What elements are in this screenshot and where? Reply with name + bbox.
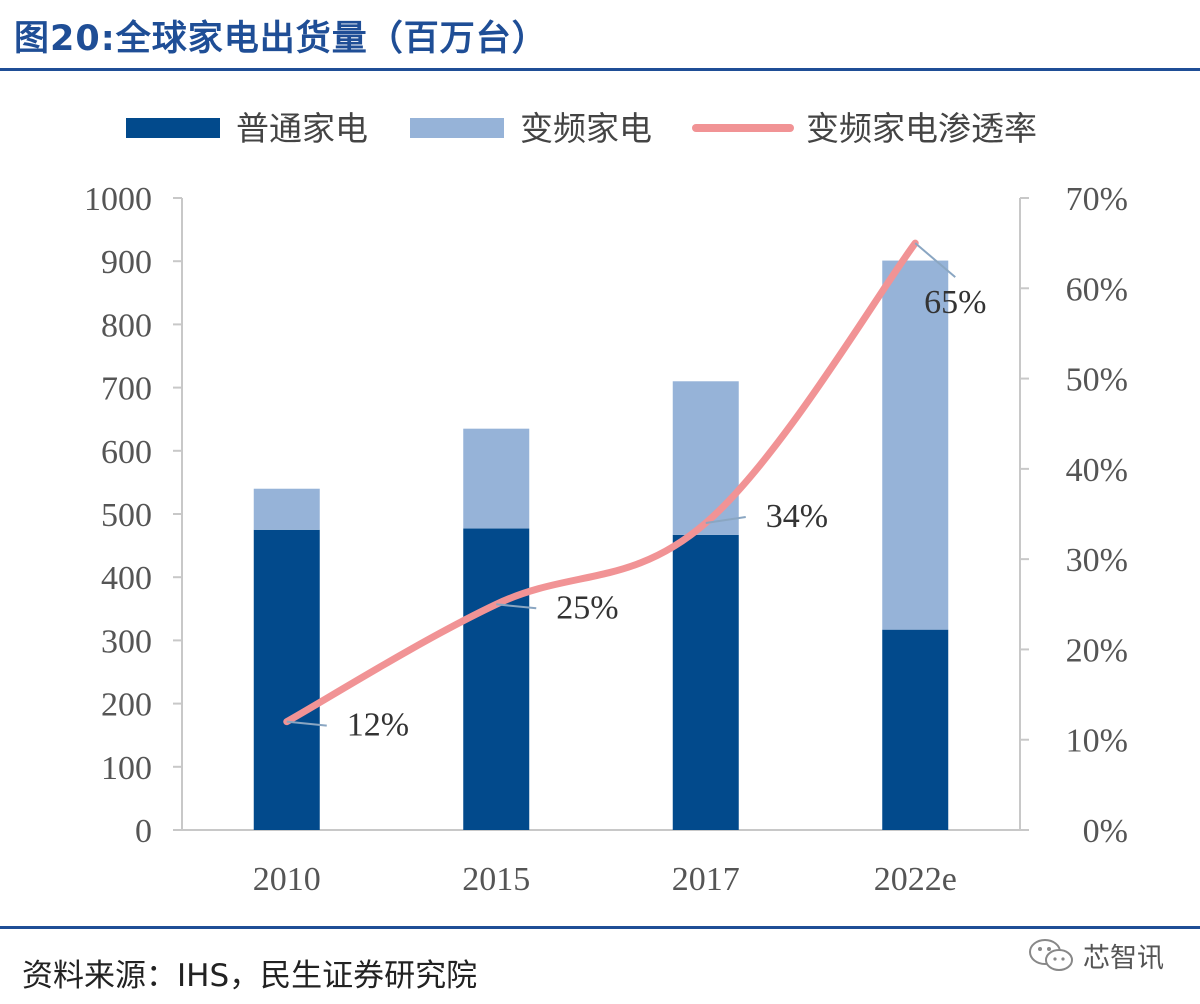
data-label-leader	[705, 516, 746, 525]
y2-tick-label: 30%	[1066, 542, 1128, 579]
y-tick-label: 900	[101, 244, 152, 281]
source-note: 资料来源：IHS，民生证券研究院	[22, 958, 478, 994]
legend-label-2: 变频家电	[520, 109, 652, 148]
data-label: 65%	[924, 284, 986, 321]
y2-tick-label: 40%	[1066, 452, 1128, 489]
chart-legend: 普通家电 变频家电 变频家电渗透率	[126, 109, 1037, 148]
chart-axes: 0 100 200 300 400 500 600 700 800 900 1000 0% 10% 20%…	[84, 181, 1128, 898]
y-tick-label: 100	[101, 750, 152, 787]
data-label-leader	[286, 720, 327, 727]
watermark-text: 芯智讯	[1083, 942, 1164, 974]
x-tick-label: 2015	[462, 861, 530, 898]
data-label: 25%	[556, 589, 618, 626]
bar-regular	[672, 534, 739, 830]
y2-tick-label: 0%	[1083, 813, 1128, 850]
y-tick-label: 400	[101, 560, 152, 597]
bar-regular	[463, 528, 530, 830]
watermark: 芯智讯	[1027, 930, 1164, 980]
x-tick-label: 2022e	[874, 861, 957, 898]
data-label-leader	[914, 242, 956, 278]
x-tick-label: 2010	[253, 861, 321, 898]
y-tick-label: 200	[101, 687, 152, 724]
y-tick-label: 0	[135, 813, 152, 850]
y2-tick-label: 60%	[1066, 271, 1128, 308]
bar-group	[253, 260, 949, 830]
data-label: 34%	[766, 498, 828, 535]
penetration-line-group	[283, 239, 919, 726]
bar-inverter	[253, 488, 320, 530]
y2-tick-label: 10%	[1066, 723, 1128, 760]
y-tick-label: 1000	[84, 181, 152, 218]
bar-inverter	[672, 381, 739, 535]
y2-tick-label: 50%	[1066, 362, 1128, 399]
footer-divider	[0, 926, 1200, 929]
legend-swatch-1	[126, 118, 220, 138]
bar-inverter	[882, 260, 949, 630]
chart-title: 图20:全球家电出货量（百万台）	[14, 19, 548, 59]
data-label: 12%	[347, 707, 409, 744]
y2-tick-label: 20%	[1066, 632, 1128, 669]
data-label-leader	[496, 603, 537, 610]
data-label-group: 12% 25% 34% 65%	[286, 242, 986, 744]
bar-regular	[882, 629, 949, 830]
penetration-line	[283, 239, 919, 726]
y-tick-label: 300	[101, 623, 152, 660]
stacked-bar-line-chart: 普通家电 变频家电 变频家电渗透率 0 100 200 300 400 500 600 700 80…	[84, 109, 1128, 898]
y-tick-label: 700	[101, 371, 152, 408]
bar-regular	[253, 529, 320, 830]
legend-label-1: 普通家电	[236, 109, 368, 148]
legend-label-3: 变频家电渗透率	[806, 109, 1037, 148]
title-divider	[0, 68, 1200, 71]
bar-inverter	[463, 428, 530, 529]
y-tick-label: 500	[101, 497, 152, 534]
y2-tick-label: 70%	[1066, 181, 1128, 218]
x-tick-label: 2017	[672, 861, 740, 898]
wechat-icon	[1029, 939, 1073, 971]
y-tick-label: 600	[101, 434, 152, 471]
y-tick-label: 800	[101, 307, 152, 344]
legend-swatch-2	[410, 118, 504, 138]
